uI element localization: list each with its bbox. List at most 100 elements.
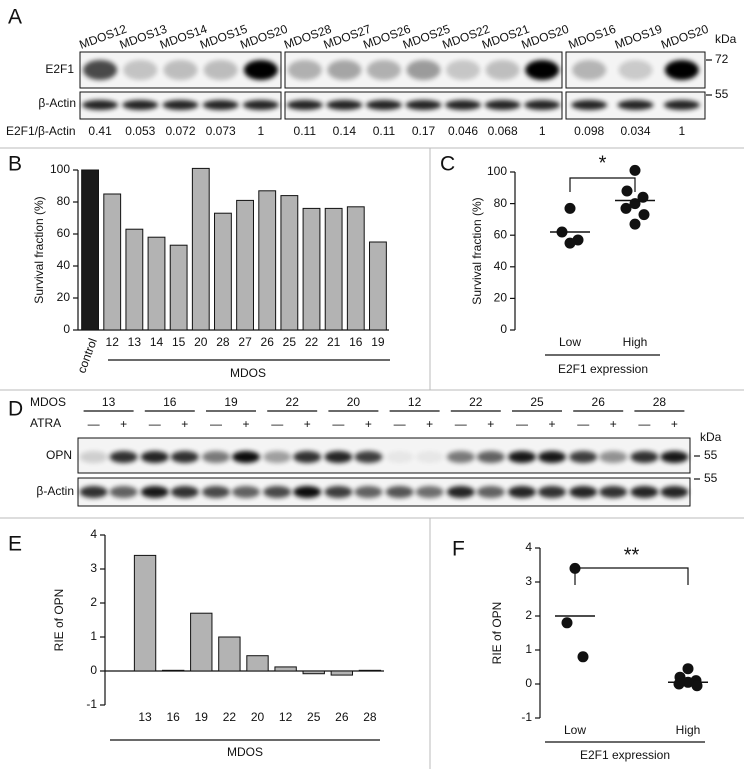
point bbox=[621, 185, 633, 197]
actin-band bbox=[446, 486, 475, 498]
actin-band bbox=[263, 486, 292, 498]
point bbox=[682, 663, 694, 675]
x-tick-label: 13 bbox=[128, 335, 142, 349]
sample-label: 25 bbox=[530, 395, 544, 409]
x-tick-label: 26 bbox=[335, 710, 349, 724]
atra-label: — bbox=[394, 417, 406, 431]
y-tick-label: 1 bbox=[525, 642, 532, 656]
x-tick-label: 28 bbox=[216, 335, 230, 349]
atra-label: — bbox=[577, 417, 589, 431]
x-tick-label: 16 bbox=[349, 335, 363, 349]
band bbox=[287, 60, 322, 80]
atra-label: + bbox=[548, 417, 555, 431]
actin-band bbox=[286, 100, 323, 110]
band bbox=[406, 60, 441, 80]
actin-band bbox=[569, 486, 598, 498]
actin-band bbox=[484, 100, 521, 110]
bar bbox=[302, 670, 325, 675]
marker-label: 55 bbox=[704, 448, 718, 462]
bar bbox=[369, 241, 387, 331]
x-tick-label: 12 bbox=[106, 335, 120, 349]
x-axis-label: MDOS bbox=[227, 745, 263, 759]
band bbox=[538, 451, 566, 463]
band bbox=[79, 451, 108, 463]
x-axis-label: MDOS bbox=[230, 366, 266, 380]
band bbox=[630, 451, 659, 463]
ratio-value: 0.068 bbox=[488, 124, 518, 138]
actin-band bbox=[109, 486, 138, 498]
row-label: β-Actin bbox=[36, 484, 74, 498]
bar bbox=[190, 612, 213, 672]
sample-label: 12 bbox=[408, 395, 422, 409]
ratio-value: 0.034 bbox=[620, 124, 650, 138]
marker-label: 72 bbox=[715, 52, 729, 66]
band bbox=[140, 451, 169, 463]
point bbox=[564, 202, 576, 214]
bar bbox=[218, 636, 241, 672]
actin-band bbox=[415, 486, 444, 498]
x-tick-label: 13 bbox=[138, 710, 152, 724]
band bbox=[109, 451, 138, 463]
actin-band bbox=[571, 100, 608, 110]
actin-band bbox=[365, 100, 402, 110]
sample-label: 16 bbox=[163, 395, 177, 409]
actin-band bbox=[660, 486, 689, 498]
point bbox=[638, 209, 650, 221]
x-tick-label: control bbox=[74, 336, 99, 375]
bar bbox=[214, 212, 232, 331]
band bbox=[446, 60, 481, 80]
band bbox=[664, 60, 699, 80]
sample-label: 19 bbox=[224, 395, 238, 409]
blot-box bbox=[77, 477, 691, 507]
band bbox=[243, 60, 278, 80]
actin-band bbox=[445, 100, 482, 110]
band bbox=[366, 60, 401, 80]
bar bbox=[358, 669, 382, 672]
ratio-value: 1 bbox=[678, 124, 685, 138]
atra-label: + bbox=[610, 417, 617, 431]
lane-label: MDOS16 bbox=[566, 22, 617, 52]
bar bbox=[133, 554, 157, 672]
x-tick-label: Low bbox=[564, 723, 586, 737]
y-tick-label: 60 bbox=[57, 226, 71, 240]
bar bbox=[191, 167, 210, 331]
bar bbox=[103, 193, 122, 331]
point bbox=[577, 651, 589, 663]
atra-label: — bbox=[638, 417, 650, 431]
actin-band bbox=[140, 486, 169, 498]
actin-band bbox=[326, 100, 363, 110]
panel-label: C bbox=[440, 153, 455, 176]
y-tick-label: 80 bbox=[494, 196, 508, 210]
band bbox=[385, 451, 414, 463]
x-tick-label: High bbox=[676, 723, 701, 737]
actin-band bbox=[538, 486, 566, 498]
actin-band bbox=[170, 486, 199, 498]
band bbox=[163, 60, 198, 80]
y-tick-label: 2 bbox=[90, 595, 97, 609]
bar bbox=[161, 669, 185, 672]
sample-label: 22 bbox=[469, 395, 483, 409]
annotation: ** bbox=[624, 544, 640, 566]
actin-band bbox=[162, 100, 199, 110]
bar bbox=[346, 206, 365, 331]
point bbox=[561, 617, 573, 629]
actin-band bbox=[82, 100, 119, 110]
atra-label: + bbox=[120, 417, 127, 431]
atra-label: + bbox=[181, 417, 188, 431]
panel-label: B bbox=[8, 153, 22, 176]
actin-band bbox=[242, 100, 279, 110]
y-tick-label: -1 bbox=[521, 710, 532, 724]
blot-box bbox=[77, 437, 691, 474]
bar bbox=[169, 244, 188, 331]
band bbox=[415, 451, 444, 463]
band bbox=[327, 60, 362, 80]
band bbox=[476, 451, 505, 463]
significance-bracket bbox=[574, 567, 689, 585]
lane-label: MDOS19 bbox=[613, 22, 664, 52]
x-tick-label: 26 bbox=[261, 335, 275, 349]
sample-label: 28 bbox=[653, 395, 667, 409]
y-tick-label: 80 bbox=[57, 194, 71, 208]
x-tick-label: 27 bbox=[238, 335, 252, 349]
atra-label: — bbox=[88, 417, 100, 431]
y-tick-label: 40 bbox=[57, 258, 71, 272]
